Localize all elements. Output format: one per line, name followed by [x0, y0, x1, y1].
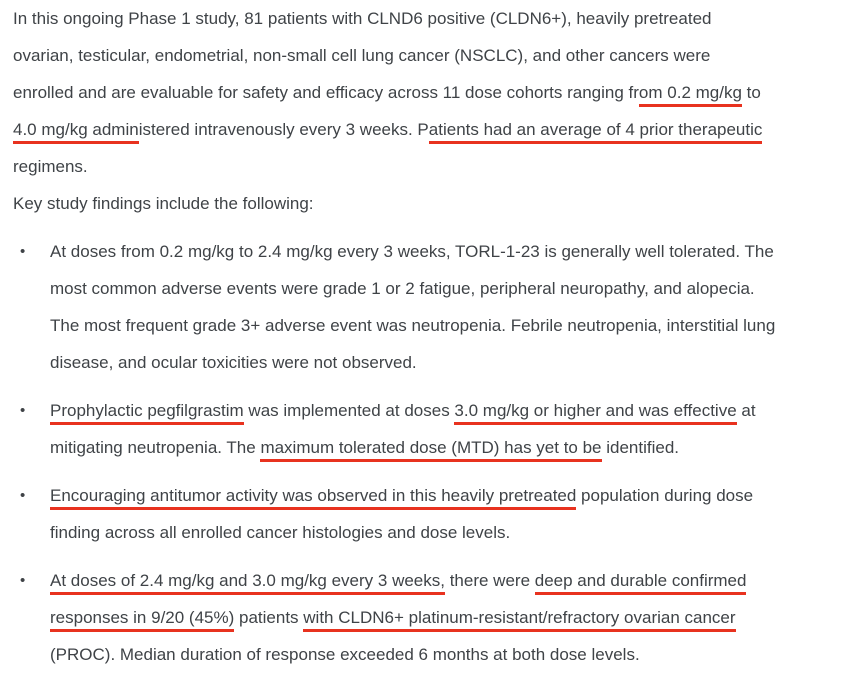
text-line: At doses from 0.2 mg/kg to 2.4 mg/kg eve… — [50, 233, 851, 270]
text-segment: istered intravenously every 3 weeks. P — [138, 120, 429, 139]
text-line: responses in 9/20 (45%) patients with CL… — [50, 599, 851, 636]
red-underlined-text: responses in 9/20 (45%) — [50, 608, 235, 632]
bullet-item: • At doses from 0.2 mg/kg to 2.4 mg/kg ev… — [13, 233, 851, 381]
text-segment: at — [736, 401, 756, 420]
text-segment: finding across all enrolled cancer histo… — [50, 523, 511, 542]
red-underlined-text: deep and durable confirmed — [534, 571, 747, 595]
bullet-text: Encouraging antitumor activity was obser… — [50, 477, 851, 551]
red-underlined-text: om 0.2 mg/kg — [638, 83, 742, 107]
text-line: (PROC). Median duration of response exce… — [50, 636, 851, 673]
text-line: Key study findings include the following… — [13, 185, 851, 222]
paragraph: Key study findings include the following… — [13, 185, 851, 222]
red-underlined-text: Encouraging antitumor activity was obser… — [50, 486, 577, 510]
red-underlined-text: with CLDN6+ platinum-resistant/refractor… — [303, 608, 736, 632]
bullet-point-icon: • — [20, 402, 26, 419]
text-line: mitigating neutropenia. The maximum tole… — [50, 429, 851, 466]
text-line: most common adverse events were grade 1 … — [50, 270, 851, 307]
text-segment: Key study findings include the following… — [13, 194, 314, 213]
red-underlined-text: 4.0 mg/kg admin — [13, 120, 139, 144]
text-line: In this ongoing Phase 1 study, 81 patien… — [13, 0, 851, 37]
red-underlined-text: At doses of 2.4 mg/kg and 3.0 mg/kg ever… — [50, 571, 445, 595]
bullet-text: At doses from 0.2 mg/kg to 2.4 mg/kg eve… — [50, 233, 851, 381]
text-segment: to — [741, 83, 761, 102]
text-line: enrolled and are evaluable for safety an… — [13, 74, 851, 111]
text-segment: enrolled and are evaluable for safety an… — [13, 83, 639, 102]
bullet-item: • At doses of 2.4 mg/kg and 3.0 mg/kg eve… — [13, 562, 851, 673]
text-segment: ovarian, testicular, endometrial, non-sm… — [13, 46, 711, 65]
bullet-point-icon: • — [20, 243, 26, 260]
text-line: Prophylactic pegfilgrastim was implement… — [50, 392, 851, 429]
text-segment: In this ongoing Phase 1 study, 81 patien… — [13, 9, 712, 28]
text-segment: most common adverse events were grade 1 … — [50, 279, 755, 298]
bullet-point-icon: • — [20, 572, 26, 589]
red-underlined-text: Prophylactic pegfilgrastim — [50, 401, 244, 425]
text-segment: mitigating neutropenia. The — [50, 438, 261, 457]
bullet-text: Prophylactic pegfilgrastim was implement… — [50, 392, 851, 466]
bullet-item: • Prophylactic pegfilgrastim was implemen… — [13, 392, 851, 466]
text-line: The most frequent grade 3+ adverse event… — [50, 307, 851, 344]
red-underlined-text: maximum tolerated dose (MTD) has yet to … — [260, 438, 602, 462]
text-segment: regimens. — [13, 157, 88, 176]
red-underlined-text: atients had an average of 4 prior therap… — [428, 120, 763, 144]
bullet-text: At doses of 2.4 mg/kg and 3.0 mg/kg ever… — [50, 562, 851, 673]
text-segment: At doses from 0.2 mg/kg to 2.4 mg/kg eve… — [50, 242, 774, 261]
red-underlined-text: 3.0 mg/kg or higher and was effective — [454, 401, 737, 425]
text-segment: identified. — [601, 438, 680, 457]
text-segment: The most frequent grade 3+ adverse event… — [50, 316, 776, 335]
paragraph: In this ongoing Phase 1 study, 81 patien… — [13, 0, 851, 185]
text-segment: patients — [234, 608, 304, 627]
text-line: disease, and ocular toxicities were not … — [50, 344, 851, 381]
text-line: Encouraging antitumor activity was obser… — [50, 477, 851, 514]
text-line: finding across all enrolled cancer histo… — [50, 514, 851, 551]
text-segment: was implemented at doses — [243, 401, 455, 420]
text-segment: disease, and ocular toxicities were not … — [50, 353, 417, 372]
bullet-point-icon: • — [20, 487, 26, 504]
bullet-item: • Encouraging antitumor activity was obse… — [13, 477, 851, 551]
text-segment: (PROC). Median duration of response exce… — [50, 645, 640, 664]
text-segment: population during dose — [576, 486, 754, 505]
text-line: 4.0 mg/kg administered intravenously eve… — [13, 111, 851, 148]
text-line: At doses of 2.4 mg/kg and 3.0 mg/kg ever… — [50, 562, 851, 599]
text-segment: there were — [444, 571, 535, 590]
text-line: ovarian, testicular, endometrial, non-sm… — [13, 37, 851, 74]
text-line: regimens. — [13, 148, 851, 185]
